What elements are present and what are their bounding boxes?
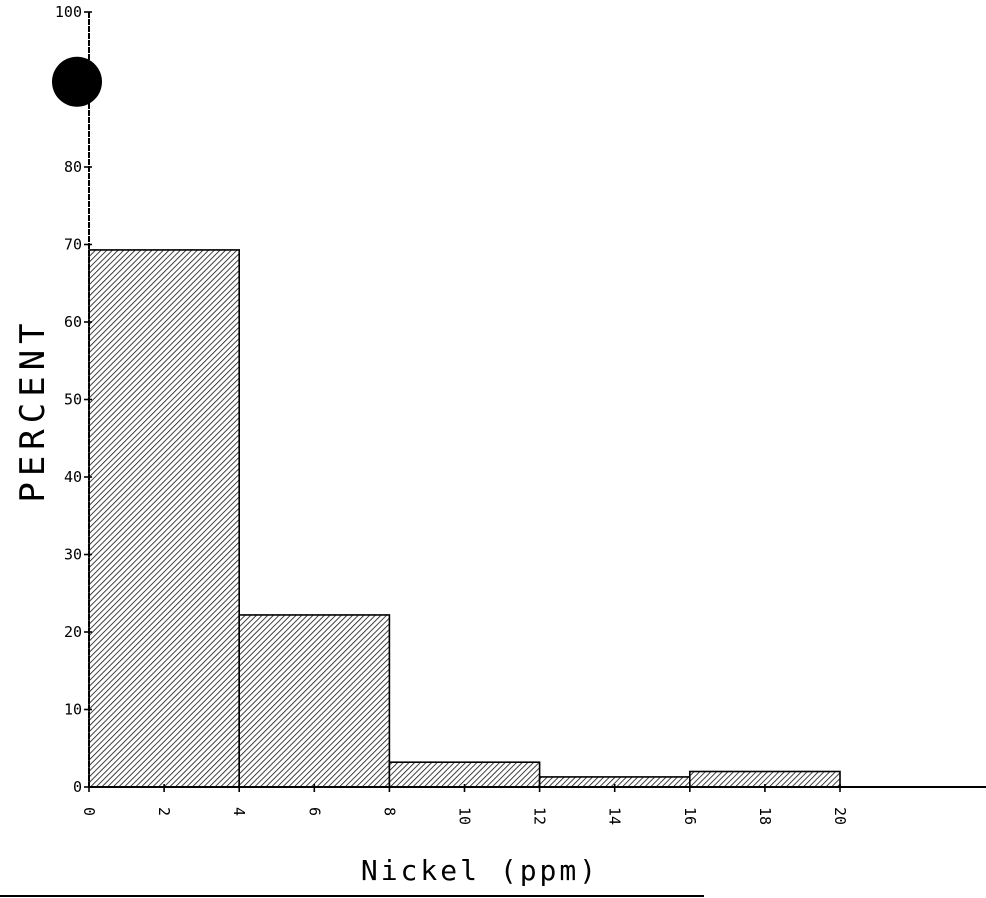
x-tick-label-14: 14 (606, 807, 624, 825)
y-ticks-group: 0 10 20 30 40 50 60 70 80 100 (55, 3, 92, 796)
x-tick-label-4: 4 (230, 807, 248, 816)
y-axis-label: PERCENT (13, 317, 53, 502)
bar-4-8 (238, 614, 391, 788)
x-tick-label-16: 16 (681, 807, 699, 825)
x-tick-label-2: 2 (155, 807, 173, 816)
y-tick-label-30: 30 (64, 546, 82, 564)
y-tick-label-0: 0 (73, 778, 82, 796)
y-tick-label-50: 50 (64, 391, 82, 409)
x-tick-label-12: 12 (531, 807, 549, 825)
y-tick-label-20: 20 (64, 623, 82, 641)
x-ticks-group: 0 2 4 6 8 10 12 14 16 18 20 (80, 784, 849, 825)
x-tick-label-8: 8 (380, 807, 398, 816)
bar-8-12 (388, 761, 541, 788)
y-tick-label-70: 70 (64, 236, 82, 254)
y-tick-label-40: 40 (64, 468, 82, 486)
x-tick-label-0: 0 (80, 807, 98, 816)
y-tick-label-60: 60 (64, 313, 82, 331)
y-tick-label-80: 80 (64, 158, 82, 176)
x-tick-label-10: 10 (456, 807, 474, 825)
x-tick-label-6: 6 (305, 807, 323, 816)
x-axis-label: Nickel (ppm) (361, 854, 599, 887)
x-tick-label-20: 20 (831, 807, 849, 825)
bars-group (88, 249, 841, 788)
bar-0-4 (88, 249, 240, 788)
data-marker-dot (52, 56, 102, 107)
y-tick-label-100: 100 (55, 3, 82, 21)
y-tick-label-10: 10 (64, 701, 82, 719)
x-tick-label-18: 18 (756, 807, 774, 825)
